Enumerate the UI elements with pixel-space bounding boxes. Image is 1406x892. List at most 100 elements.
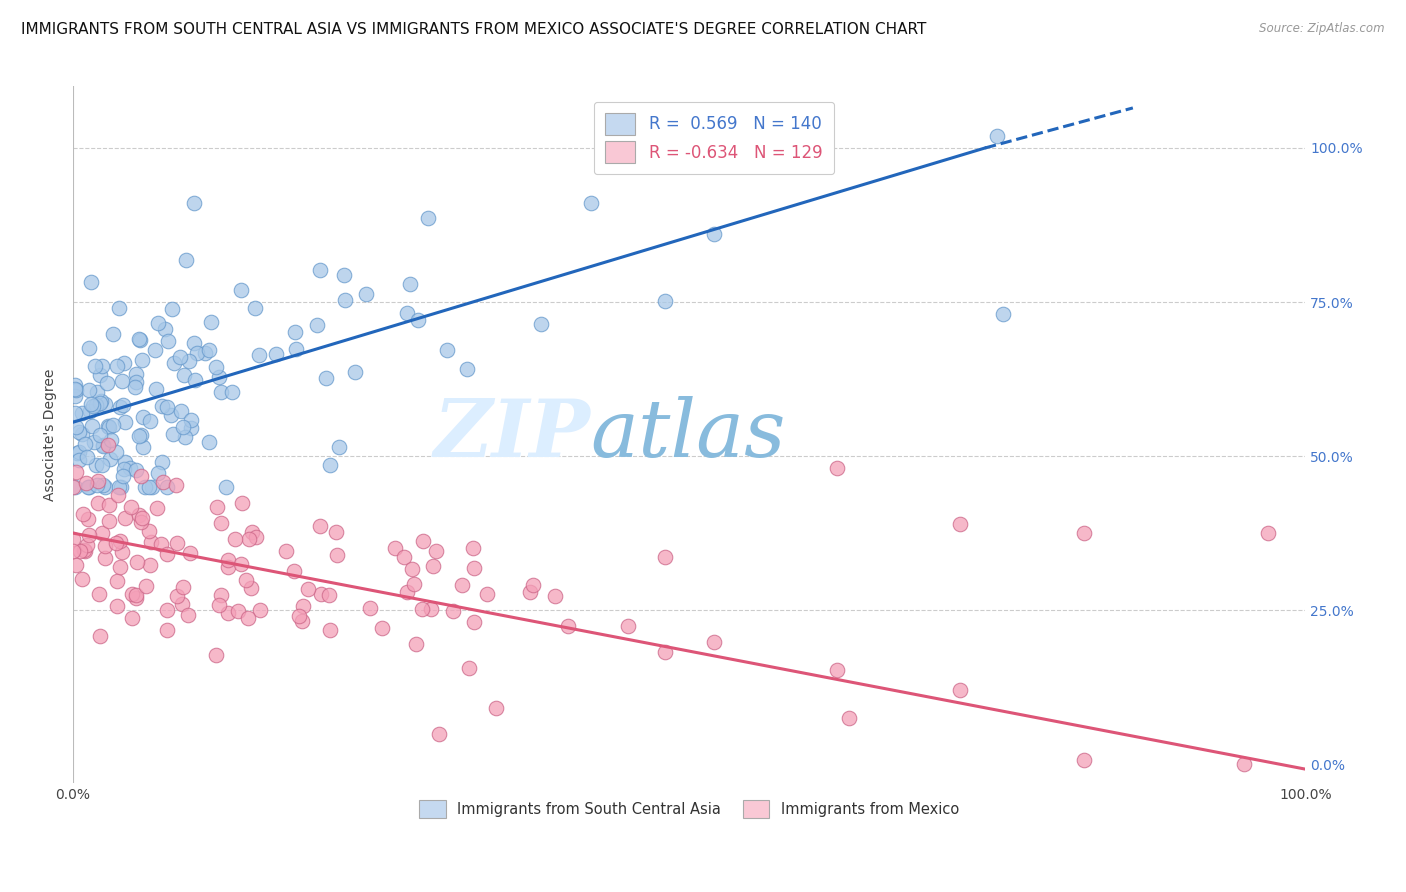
Point xyxy=(180,421,202,435)
Point xyxy=(125,375,148,389)
Point xyxy=(79,480,101,494)
Point xyxy=(1073,753,1095,767)
Point xyxy=(285,342,308,356)
Point xyxy=(138,524,160,538)
Text: ZIP: ZIP xyxy=(434,396,591,474)
Point xyxy=(194,346,217,360)
Point xyxy=(221,385,243,400)
Point xyxy=(156,603,179,617)
Point xyxy=(98,451,121,466)
Point xyxy=(159,408,181,422)
Point xyxy=(97,438,120,452)
Point xyxy=(165,478,187,492)
Point xyxy=(77,512,100,526)
Point xyxy=(309,262,332,277)
Point xyxy=(111,399,134,413)
Point xyxy=(75,436,97,450)
Point xyxy=(519,585,541,599)
Point xyxy=(63,480,86,494)
Point xyxy=(461,541,484,555)
Point xyxy=(155,547,177,561)
Point xyxy=(129,428,152,442)
Point xyxy=(180,413,202,427)
Point xyxy=(240,525,263,540)
Point xyxy=(463,561,485,575)
Point xyxy=(1233,757,1256,772)
Point xyxy=(217,560,239,574)
Point xyxy=(84,359,107,373)
Point xyxy=(406,313,429,327)
Point xyxy=(86,385,108,400)
Point xyxy=(239,581,262,595)
Point xyxy=(209,384,232,399)
Point xyxy=(94,551,117,566)
Point xyxy=(183,196,205,211)
Point xyxy=(98,498,121,512)
Point xyxy=(72,507,94,521)
Point xyxy=(208,598,231,612)
Point xyxy=(231,557,253,571)
Point xyxy=(91,438,114,452)
Point xyxy=(135,580,157,594)
Point xyxy=(150,536,173,550)
Point xyxy=(110,559,132,574)
Point xyxy=(108,400,131,414)
Point xyxy=(157,334,180,348)
Point xyxy=(420,602,443,616)
Point xyxy=(217,553,239,567)
Point xyxy=(70,426,93,441)
Point xyxy=(70,406,93,420)
Point xyxy=(66,446,89,460)
Point xyxy=(70,572,93,586)
Point xyxy=(121,611,143,625)
Point xyxy=(131,511,153,525)
Point xyxy=(105,599,128,613)
Point xyxy=(179,547,201,561)
Point xyxy=(97,420,120,434)
Point xyxy=(114,510,136,524)
Point xyxy=(398,277,420,291)
Point xyxy=(124,380,146,394)
Point xyxy=(104,536,127,550)
Point xyxy=(162,427,184,442)
Point xyxy=(69,544,91,558)
Y-axis label: Associate's Degree: Associate's Degree xyxy=(44,368,58,500)
Point xyxy=(114,455,136,469)
Point xyxy=(436,343,458,357)
Point xyxy=(65,383,87,397)
Point xyxy=(67,453,90,467)
Point xyxy=(284,325,307,339)
Point xyxy=(557,619,579,633)
Point xyxy=(91,477,114,491)
Point xyxy=(205,648,228,662)
Point xyxy=(131,469,153,483)
Point xyxy=(93,480,115,494)
Point xyxy=(63,406,86,420)
Point xyxy=(84,399,107,413)
Point xyxy=(111,545,134,559)
Point xyxy=(247,348,270,362)
Point xyxy=(73,543,96,558)
Point xyxy=(98,514,121,528)
Point xyxy=(456,362,478,376)
Point xyxy=(274,543,297,558)
Point xyxy=(146,501,169,516)
Point xyxy=(80,397,103,411)
Point xyxy=(395,584,418,599)
Point xyxy=(93,439,115,453)
Point xyxy=(579,195,602,210)
Point xyxy=(125,368,148,382)
Point xyxy=(155,400,177,414)
Point xyxy=(333,268,356,282)
Point xyxy=(84,458,107,472)
Point xyxy=(125,588,148,602)
Point xyxy=(97,419,120,434)
Point xyxy=(105,574,128,589)
Point xyxy=(249,603,271,617)
Point xyxy=(120,500,142,515)
Point xyxy=(404,577,426,591)
Point xyxy=(245,530,267,544)
Point xyxy=(82,400,104,414)
Point xyxy=(105,445,128,459)
Point xyxy=(319,623,342,637)
